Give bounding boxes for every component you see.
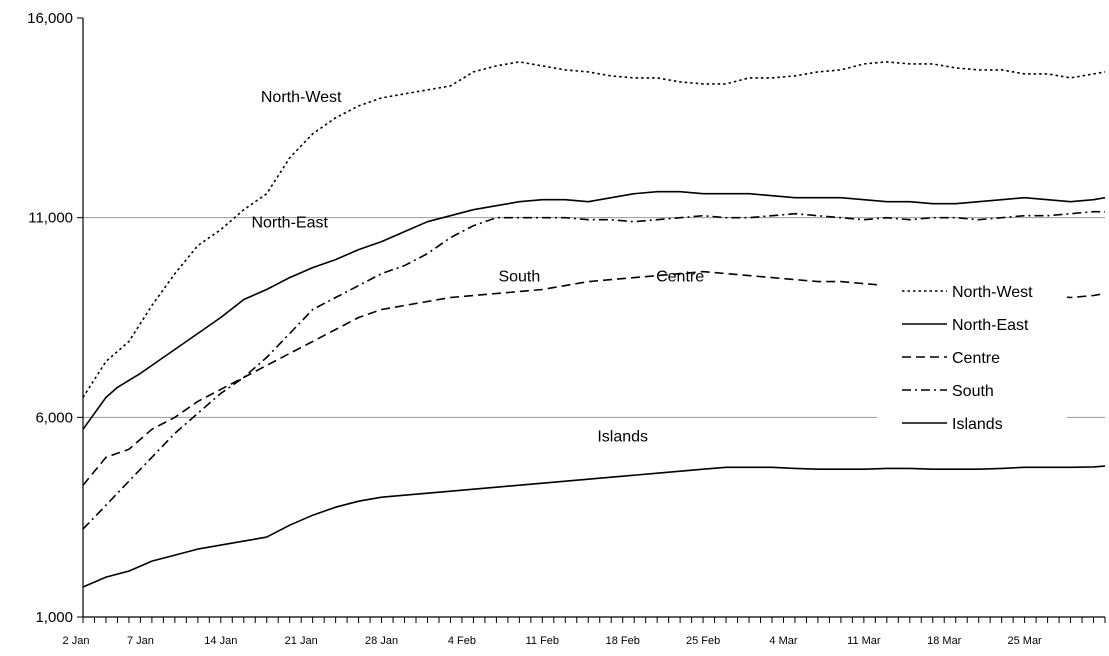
annotation-label: North-West [261,89,342,106]
x-tick-label: 28 Jan [365,635,398,647]
x-tick-label: 11 Feb [526,635,559,647]
y-tick-label: 16,000 [27,10,73,27]
x-tick-label: 18 Feb [606,635,640,647]
annotation-label: North-East [251,215,328,232]
annotation-label: Islands [597,428,648,445]
series-line-north-west [82,61,1106,398]
x-tick-label: 4 Feb [448,635,476,647]
y-tick-label: 1,000 [35,609,73,626]
x-tick-label: 18 Mar [927,635,962,647]
legend-label: North-West [952,284,1033,301]
series-line-south [82,210,1105,530]
x-tick-label: 25 Mar [1007,635,1042,647]
x-tick-label: 14 Jan [204,635,237,647]
x-tick-label: 2 Jan [63,635,90,647]
y-tick-label: 11,000 [28,210,73,227]
x-tick-label: 21 Jan [285,635,318,647]
x-tick-label: 7 Jan [127,635,154,647]
legend: North-West North-East Centre South Islands [877,269,1067,444]
annotation-label: South [498,269,540,286]
annotation-label: Centre [656,269,704,286]
legend-label: Centre [952,350,1000,367]
x-tick-label: 25 Feb [686,635,720,647]
legend-label: North-East [952,317,1029,334]
series-line-islands [82,465,1106,588]
axes: 1,000 6,000 11,000 16,000 2 Jan 7 Jan 14 Jan 21… [27,10,1106,647]
x-tick-label: 4 Mar [769,635,797,647]
y-tick-label: 6,000 [35,409,73,426]
legend-label: South [952,383,994,400]
legend-label: Islands [952,416,1003,433]
series-line-north-east [82,190,1106,430]
annotations: North-West North-East South Centre Islands [251,89,704,445]
x-tick-label: 11 Mar [847,635,881,647]
